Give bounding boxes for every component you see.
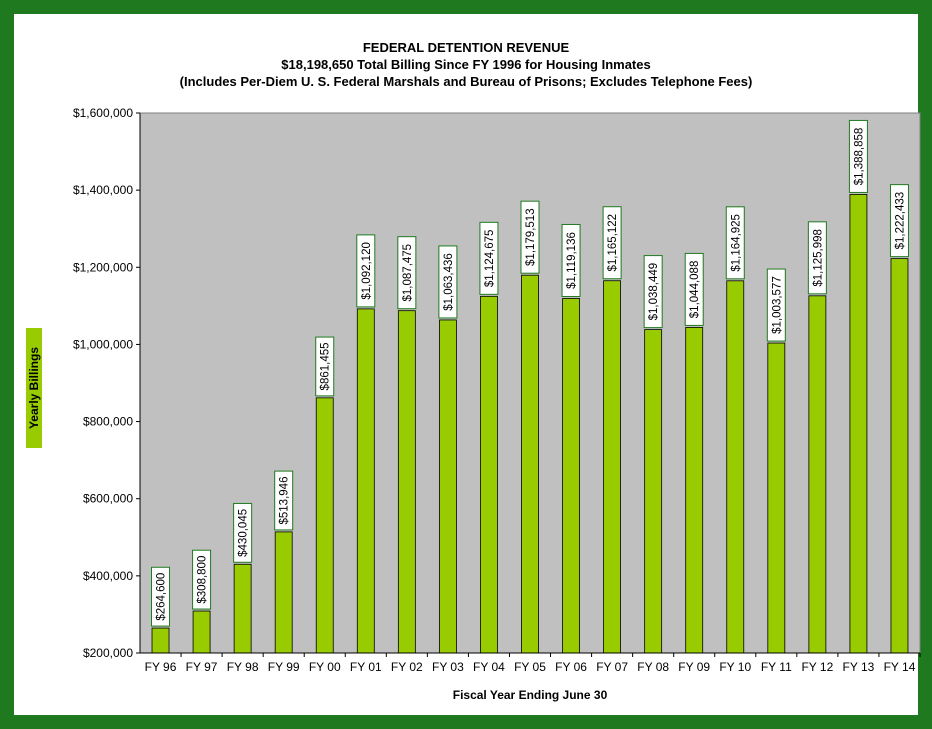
data-label-box bbox=[684, 252, 704, 326]
bar-fy-14 bbox=[890, 258, 909, 654]
bar-fy-01 bbox=[356, 308, 375, 654]
data-label: $1,179,513 bbox=[525, 208, 537, 266]
y-tick-label: $800,000 bbox=[83, 415, 133, 429]
x-tick-label: FY 12 bbox=[801, 660, 833, 674]
data-label: $264,600 bbox=[156, 573, 168, 621]
bar-fy-12 bbox=[808, 295, 827, 654]
bar-fy-96 bbox=[151, 627, 170, 654]
data-label-box bbox=[192, 549, 212, 610]
x-tick-label: FY 02 bbox=[391, 660, 423, 674]
x-tick-label: FY 96 bbox=[145, 660, 177, 674]
data-label: $430,045 bbox=[238, 509, 250, 557]
y-tick-label: $1,000,000 bbox=[73, 337, 133, 351]
x-axis: FY 96 FY 97 FY 98 FY 99 FY 00 FY 01 FY 02 FY 03… bbox=[140, 652, 921, 674]
data-label: $513,946 bbox=[279, 477, 291, 525]
y-axis-label: Yearly Billings bbox=[26, 328, 42, 448]
data-label-box bbox=[233, 502, 253, 563]
x-axis-label: Fiscal Year Ending June 30 bbox=[452, 688, 608, 702]
data-label: $1,044,088 bbox=[689, 261, 701, 319]
data-label-box bbox=[889, 184, 909, 258]
bar-fy-00 bbox=[315, 397, 334, 654]
data-label: $861,455 bbox=[320, 342, 332, 390]
x-tick-label: FY 01 bbox=[350, 660, 382, 674]
y-tick-label: $200,000 bbox=[83, 646, 133, 660]
data-label-box bbox=[438, 245, 458, 319]
x-tick-label: FY 11 bbox=[761, 660, 792, 674]
bar-fy-08 bbox=[644, 329, 663, 654]
x-tick-label: FY 06 bbox=[555, 660, 587, 674]
y-tick-label: $1,200,000 bbox=[73, 260, 133, 274]
data-label-box bbox=[766, 268, 786, 342]
x-tick-label: FY 98 bbox=[227, 660, 259, 674]
bar-fy-11 bbox=[767, 342, 786, 654]
y-tick-label: $1,600,000 bbox=[73, 106, 133, 120]
bar-fy-05 bbox=[521, 274, 539, 654]
y-tick-label: $400,000 bbox=[83, 569, 133, 583]
data-label: $1,388,858 bbox=[853, 128, 865, 186]
x-tick-label: FY 09 bbox=[678, 660, 710, 674]
x-tick-label: FY 08 bbox=[637, 660, 669, 674]
bar-fy-97 bbox=[192, 610, 211, 654]
bar-fy-03 bbox=[438, 319, 457, 654]
data-label: $1,119,136 bbox=[566, 232, 578, 289]
bar-fy-10 bbox=[726, 280, 745, 654]
data-label: $1,165,122 bbox=[607, 214, 619, 272]
x-tick-label: FY 04 bbox=[473, 660, 505, 674]
x-tick-label: FY 99 bbox=[268, 660, 300, 674]
bar-fy-13 bbox=[849, 194, 868, 654]
data-label-box bbox=[315, 336, 335, 397]
x-tick-label: FY 07 bbox=[596, 660, 628, 674]
data-label-box bbox=[274, 470, 294, 531]
x-tick-label: FY 10 bbox=[719, 660, 751, 674]
data-label-box bbox=[520, 200, 540, 274]
x-tick-label: FY 97 bbox=[186, 660, 218, 674]
x-tick-label: FY 14 bbox=[884, 660, 916, 674]
data-label-box bbox=[151, 566, 171, 627]
data-label-box bbox=[807, 221, 827, 295]
data-label: $1,087,475 bbox=[402, 244, 414, 302]
data-label-box bbox=[561, 223, 581, 297]
x-tick-label: FY 05 bbox=[514, 660, 546, 674]
data-label: $1,038,449 bbox=[648, 263, 660, 321]
data-label: $1,125,998 bbox=[812, 229, 824, 287]
data-label: $1,063,436 bbox=[443, 253, 455, 311]
data-label-box bbox=[479, 221, 499, 295]
data-label: $1,092,120 bbox=[361, 242, 373, 300]
y-tick-label: $600,000 bbox=[83, 492, 133, 506]
data-label-box bbox=[356, 234, 376, 308]
data-label-box bbox=[643, 255, 663, 329]
x-tick-label: FY 00 bbox=[309, 660, 341, 674]
data-label: $308,800 bbox=[197, 556, 209, 604]
data-label-box bbox=[397, 236, 417, 310]
x-tick-label: FY 13 bbox=[843, 660, 875, 674]
data-labels: $264,600 $308,800 $430,045 $513,946 $861,455… bbox=[151, 119, 909, 627]
data-label: $1,164,925 bbox=[730, 214, 742, 272]
bar-fy-04 bbox=[480, 295, 498, 654]
x-tick-label: FY 03 bbox=[432, 660, 464, 674]
data-label-box bbox=[848, 119, 868, 193]
chart-subtitle: $18,198,650 Total Billing Since FY 1996 … bbox=[281, 57, 651, 72]
data-label: $1,003,577 bbox=[771, 276, 783, 334]
bar-fy-09 bbox=[685, 327, 704, 654]
bar-fy-07 bbox=[603, 280, 622, 654]
bar-fy-98 bbox=[233, 563, 252, 654]
data-label-box bbox=[602, 206, 622, 280]
data-label: $1,124,675 bbox=[484, 230, 496, 288]
bar-fy-06 bbox=[562, 298, 580, 654]
chart-title: FEDERAL DETENTION REVENUE bbox=[362, 40, 570, 55]
data-label-box bbox=[725, 206, 745, 280]
y-axis: $200,000 $400,000 $600,000 $800,000 $1,000,0… bbox=[73, 106, 141, 660]
bar-fy-99 bbox=[274, 531, 293, 654]
y-tick-label: $1,400,000 bbox=[73, 183, 133, 197]
bar-fy-02 bbox=[397, 310, 416, 654]
data-label: $1,222,433 bbox=[894, 192, 906, 250]
chart-subtitle-note: (Includes Per-Diem U. S. Federal Marshal… bbox=[179, 74, 753, 89]
bars bbox=[151, 194, 909, 654]
